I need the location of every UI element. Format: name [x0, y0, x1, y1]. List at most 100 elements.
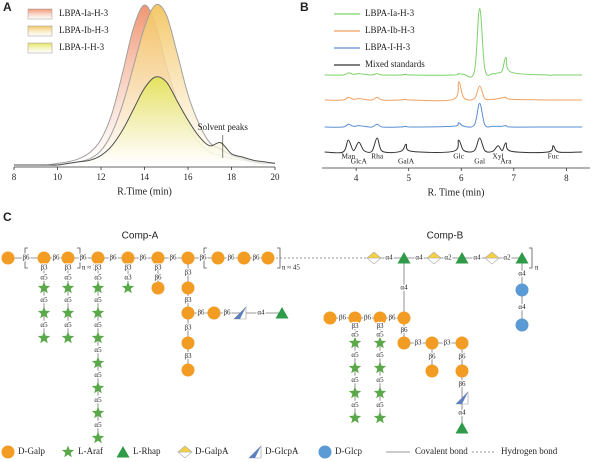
linkage-label: α4: [385, 254, 393, 262]
residue: [348, 411, 362, 424]
linkage-label: α4: [458, 409, 466, 417]
structure-title: Comp-A: [122, 231, 159, 242]
linkage-label: β6: [339, 314, 347, 322]
peak-label: GlcA: [351, 157, 368, 166]
linkage-label: β6: [458, 380, 466, 388]
residue: [91, 381, 105, 394]
line: [324, 102, 583, 128]
linkage-label: β3: [40, 264, 48, 272]
residue: [37, 306, 51, 319]
linkage-label: β6: [199, 254, 207, 262]
residue: [91, 306, 105, 319]
linkage-label: α5: [40, 296, 48, 304]
legend-label: LBPA-Ib-H-3: [365, 25, 415, 35]
legend-swatch: [27, 25, 53, 37]
linkage-label: β6: [223, 309, 231, 317]
repeat-count: n ≈ 26: [82, 264, 100, 272]
legend-symbol: [177, 445, 193, 453]
legend-label: Mixed standards: [365, 59, 425, 69]
x-axis-title: R. Time (min): [428, 187, 485, 198]
residue: [91, 251, 105, 265]
linkage-label: α4: [473, 254, 481, 262]
panel-label: A: [3, 0, 12, 14]
linkage-label: α2: [444, 254, 452, 262]
line: [324, 137, 583, 154]
residue: [348, 336, 362, 349]
linkage-label: β6: [227, 254, 235, 262]
linkage-label: α5: [94, 371, 102, 379]
residue: [37, 331, 51, 344]
residue: [373, 386, 387, 399]
linkage-label: β6: [428, 353, 436, 361]
legend-label: LBPA-Ia-H-3: [59, 8, 109, 18]
x-tick-label: 12: [97, 172, 106, 182]
legend-swatch: [27, 8, 53, 20]
x-tick-label: 16: [184, 172, 194, 182]
linkage-label: β3: [94, 264, 102, 272]
x-tick-label: 10: [53, 172, 63, 182]
linkage-label: α5: [94, 396, 102, 404]
x-tick-label: 6: [459, 173, 464, 183]
linkage-label: α5: [376, 351, 384, 359]
legend-label: D-Galp: [18, 446, 45, 456]
residue: [323, 311, 337, 325]
linkage-label: α5: [376, 401, 384, 409]
residue: [455, 422, 469, 434]
residue: [91, 281, 105, 294]
residue: [1, 251, 15, 265]
linkage-label: α5: [64, 296, 72, 304]
linkage-label: α4: [518, 270, 526, 278]
line: [324, 81, 583, 102]
legend-label: LBPA-Ib-H-3: [59, 25, 109, 35]
area: [14, 4, 275, 166]
residue: [515, 252, 529, 264]
linkage-label: β6: [197, 309, 205, 317]
residue: [397, 336, 411, 350]
residue: [61, 281, 75, 294]
linkage-label: α2: [503, 254, 511, 262]
residue: [151, 281, 165, 295]
residue: [181, 306, 195, 320]
x-tick-label: 5: [406, 173, 411, 183]
linkage-label: β6: [52, 254, 60, 262]
residue: [234, 307, 246, 319]
residue: [348, 361, 362, 374]
residue: [181, 363, 195, 377]
peak-label: Ara: [500, 157, 512, 166]
peak-label: Glc: [453, 152, 465, 161]
linkage-label: α5: [40, 274, 48, 282]
panel-label: C: [3, 210, 12, 224]
linkage-label: α5: [351, 376, 359, 384]
linkage-label: β6: [252, 254, 260, 262]
linkage-label: α5: [351, 351, 359, 359]
linkage-label: α4: [257, 309, 265, 317]
linkage-label: β3: [64, 264, 72, 272]
residue: [181, 336, 195, 350]
linkage-label: β6: [154, 274, 162, 282]
legend-symbol: [61, 445, 75, 458]
residue: [484, 251, 500, 259]
panel-label: B: [300, 0, 309, 14]
residue: [181, 281, 195, 295]
x-tick-label: 8: [12, 172, 17, 182]
linkage-label: α5: [64, 321, 72, 329]
x-tick-label: 8: [564, 173, 569, 183]
residue: [348, 386, 362, 399]
linkage-label: β6: [109, 254, 117, 262]
linkage-label: α5: [376, 376, 384, 384]
repeat-count: n ≈ 45: [282, 264, 300, 272]
repeat-bracket: [529, 247, 533, 269]
linkage-label: β6: [388, 314, 396, 322]
linkage-label: β3: [414, 339, 422, 347]
linkage-label: β6: [364, 314, 372, 322]
linkage-label: α5: [64, 274, 72, 282]
legend-label: Hydrogen bond: [501, 446, 558, 456]
linkage-label: α3: [124, 274, 132, 282]
peak-label: GalA: [398, 157, 415, 166]
linkage-label: β6: [169, 254, 177, 262]
residue: [121, 251, 135, 265]
x-axis-title: R.Time (min): [117, 186, 172, 197]
linkage-label: β3: [443, 339, 451, 347]
area: [14, 76, 275, 166]
